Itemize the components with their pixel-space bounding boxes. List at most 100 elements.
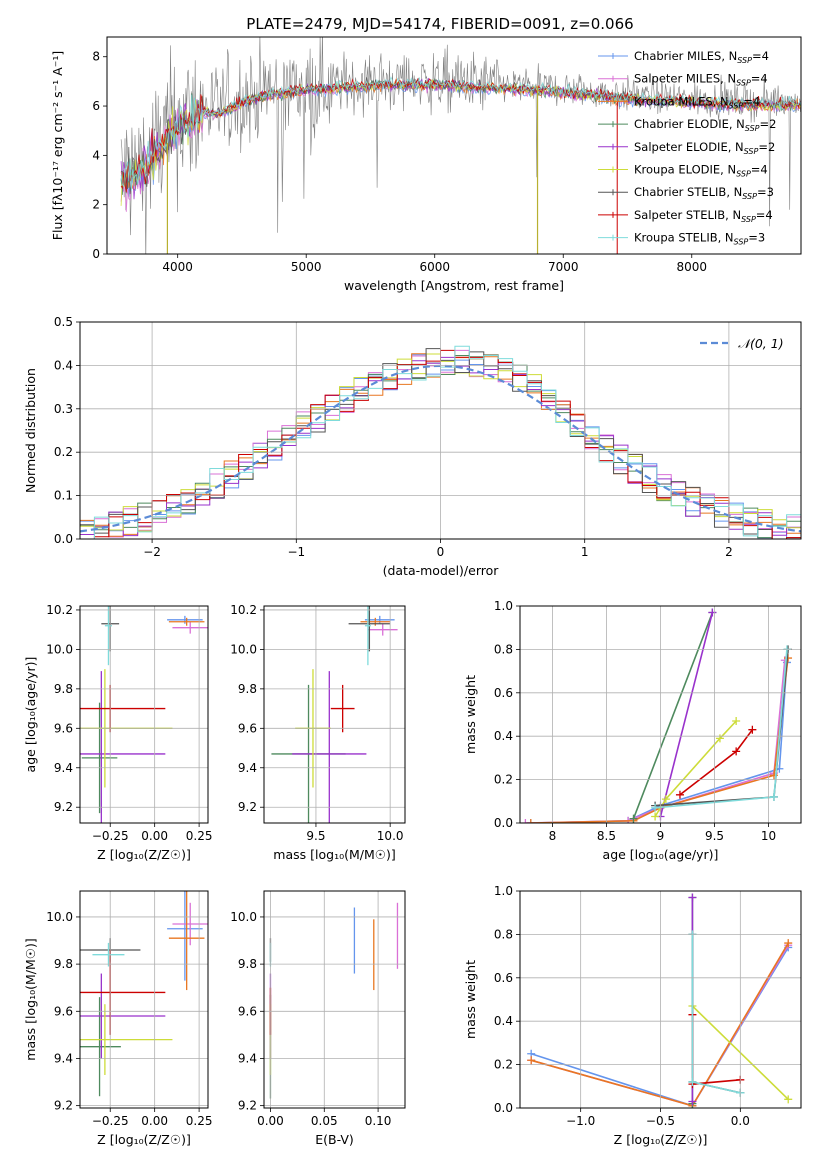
x-tick-label: 0.10 [365, 1114, 392, 1128]
series-marker [688, 1077, 697, 1086]
y-tick-label: 9.8 [238, 957, 257, 971]
y-tick-label: 0.4 [494, 1014, 513, 1028]
x-tick-label: 1 [581, 545, 589, 559]
y-tick-label: 9.6 [238, 721, 257, 735]
y-tick-label: 9.2 [54, 1099, 73, 1113]
errorbar-salpeter_elodie [80, 973, 166, 1059]
y-tick-label: 2 [92, 198, 100, 212]
series-marker [629, 814, 638, 823]
series-marker [651, 812, 660, 821]
y-tick-label: 9.6 [54, 1004, 73, 1018]
series-chabrier_stelib [651, 645, 793, 810]
y-axis-label: Normed distribution [23, 368, 38, 493]
legend-label-kroupa_miles: Kroupa MILES, NSSP=4 [634, 94, 760, 110]
spectrum-legend: Chabrier MILES, NSSP=4 Salpeter MILES, NS… [598, 49, 776, 247]
y-axis-label: mass [log₁₀(M/M☉)] [23, 938, 38, 1060]
x-axis-label: Z [log₁₀(Z/Z☉)] [97, 847, 191, 862]
y-tick-label: 0.4 [494, 729, 513, 743]
x-axis-label: mass [log₁₀(M/M☉)] [273, 847, 395, 862]
legend-label-salpeter_elodie: Salpeter ELODIE, NSSP=2 [634, 140, 775, 156]
x-tick-label: 0.05 [311, 1114, 338, 1128]
x-axis-label: Z [log₁₀(Z/Z☉)] [97, 1132, 191, 1147]
y-axis-label: age [log₁₀(age/yr)] [23, 657, 38, 773]
y-tick-label: 0.4 [54, 358, 73, 372]
x-tick-label: 0.25 [186, 1114, 213, 1128]
y-tick-label: 10.2 [46, 603, 73, 617]
series-marker [521, 819, 530, 823]
x-tick-label: −0.25 [92, 1114, 129, 1128]
errorbar-kroupa_miles [168, 617, 205, 626]
y-tick-label: 10.0 [230, 642, 257, 656]
chart-age_vs_mass: 9.5 10.0 9.2 9.4 9.6 9.8 10.0 10.2 mass [log₁₀(M… [230, 603, 406, 862]
grid [520, 605, 801, 824]
series-line-chabrier_elodie [632, 612, 714, 819]
x-tick-label: 9 [657, 829, 665, 843]
y-axis-label: mass weight [463, 675, 478, 754]
errorbar-chabrier_miles [167, 615, 203, 624]
errorbar-salpeter_elodie [80, 671, 166, 823]
chart-mass_vs_Z: −0.25 0.00 0.25 9.2 9.4 9.6 9.8 10.0 Z [log₁₀(Z/… [23, 890, 213, 1147]
plot-area [527, 893, 793, 1108]
y-tick-label: 0.0 [494, 816, 513, 830]
errorbar-chabrier_elodie [81, 702, 118, 814]
plot-area [271, 606, 398, 823]
errorbar-salpeter_miles [367, 623, 398, 636]
errorbar-kroupa_stelib [92, 942, 125, 967]
series-marker [784, 1095, 793, 1104]
y-tick-label: 9.2 [238, 1099, 257, 1113]
x-axis-label: E(B-V) [315, 1132, 354, 1147]
series-line-chabrier_miles [530, 946, 789, 1107]
chart-weight_vs_Z: −1.0 −0.5 0.0 0.0 0.2 0.4 0.6 0.8 1.0 Z [log₁₀(Z/… [463, 884, 802, 1147]
y-tick-label: 10.2 [230, 603, 257, 617]
y-tick-label: 9.6 [54, 721, 73, 735]
chart-residuals: −2 −1 0 1 2 0.0 0.1 0.2 0.3 0.4 0.5 (data-model)/er… [23, 315, 802, 578]
y-tick-label: 0.0 [54, 532, 73, 546]
x-tick-label: 0 [437, 545, 445, 559]
y-tick-label: 9.4 [54, 1051, 73, 1065]
y-tick-label: 0.6 [494, 686, 513, 700]
y-tick-label: 0.2 [494, 1058, 513, 1072]
grid [264, 606, 405, 823]
x-tick-label: 0.0 [731, 1114, 750, 1128]
series-salpeter_stelib [675, 725, 757, 799]
legend-label-chabrier_stelib: Chabrier STELIB, NSSP=3 [634, 185, 774, 201]
legend-label-chabrier_elodie: Chabrier ELODIE, NSSP=2 [634, 117, 776, 133]
series-marker [651, 803, 660, 812]
series-chabrier_miles [526, 658, 791, 823]
y-tick-label: 9.4 [238, 761, 257, 775]
errorbar-salpeter_miles [172, 621, 208, 634]
y-tick-label: 0 [92, 247, 100, 261]
x-tick-label: 8000 [676, 260, 707, 274]
y-tick-label: 9.8 [238, 682, 257, 696]
plot-area [521, 608, 793, 823]
series-marker [661, 795, 670, 804]
y-tick-label: 8 [92, 50, 100, 64]
errorbar-kroupa_stelib [104, 606, 112, 666]
series-marker [732, 717, 741, 726]
y-tick-label: 0.5 [54, 315, 73, 329]
x-tick-label: −0.25 [92, 829, 129, 843]
legend-label-salpeter_stelib: Salpeter STELIB, NSSP=4 [634, 208, 773, 224]
series-marker [527, 1056, 536, 1065]
x-tick-label: 5000 [291, 260, 322, 274]
series-kroupa_stelib [688, 930, 745, 1097]
errorbar-chabrier_elodie [80, 997, 121, 1097]
grid [80, 891, 208, 1108]
y-tick-label: 0.8 [494, 642, 513, 656]
y-tick-label: 1.0 [494, 599, 513, 613]
series-marker [526, 819, 535, 823]
x-axis-label: (data-model)/error [383, 563, 500, 578]
series-marker [732, 747, 741, 756]
y-tick-label: 9.4 [54, 761, 73, 775]
ticks: 9.5 10.0 9.2 9.4 9.6 9.8 10.0 10.2 [230, 603, 403, 843]
axes-frame [106, 36, 802, 255]
series-line-kroupa_stelib [655, 649, 788, 809]
y-tick-label: 9.8 [54, 682, 73, 696]
x-tick-label: 8 [549, 829, 557, 843]
y-tick-label: 9.6 [238, 1004, 257, 1018]
series-salpeter_elodie [656, 608, 717, 821]
x-axis-label: Z [log₁₀(Z/Z☉)] [614, 1132, 708, 1147]
series-marker [784, 939, 793, 948]
y-axis-label: mass weight [463, 960, 478, 1039]
x-tick-label: 9.5 [306, 829, 325, 843]
